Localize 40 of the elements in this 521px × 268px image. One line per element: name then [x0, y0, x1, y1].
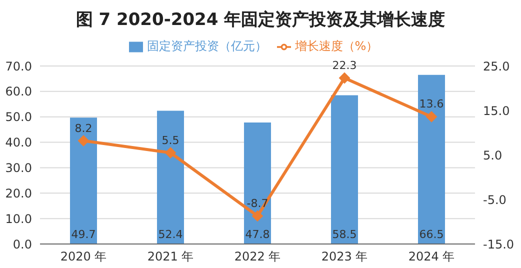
data-label: 13.6 [419, 98, 444, 111]
x-tick-label: 2023 年 [321, 250, 368, 264]
data-label: 22.3 [332, 59, 357, 72]
bar [70, 118, 97, 244]
x-tick-label: 2021 年 [147, 250, 194, 264]
data-label: 5.5 [162, 134, 180, 147]
bar [418, 74, 445, 244]
point [339, 72, 350, 84]
legend-label: 增长速度（%） [294, 39, 378, 53]
data-label: 8.2 [74, 122, 92, 135]
point [252, 210, 263, 222]
y2-tick-label: 25.0 [483, 59, 510, 74]
y-tick-label: 60.0 [5, 84, 32, 99]
y-tick-label: 20.0 [5, 186, 32, 200]
y-tick-label: 30.0 [5, 160, 32, 175]
y2-tick-label: 15.0 [483, 104, 510, 118]
y-tick-label: 50.0 [5, 110, 32, 124]
data-label: 49.7 [71, 228, 96, 241]
chart-title: 图 7 2020-2024 年固定资产投资及其增长速度 [74, 9, 446, 32]
data-label: 58.5 [332, 228, 357, 241]
y-tick-label: 10.0 [5, 212, 32, 226]
x-tick-label: 2024 年 [408, 250, 455, 264]
legend-label: 固定资产投资（亿元） [146, 39, 267, 53]
bar [244, 122, 271, 244]
data-label: 66.5 [419, 228, 444, 241]
data-label: 52.4 [158, 228, 183, 241]
y-tick-label: 0.0 [12, 237, 32, 252]
y2-tick-label: -15.0 [483, 237, 514, 252]
point [78, 135, 89, 146]
x-tick-label: 2020 年 [60, 250, 107, 264]
data-label: 47.8 [245, 228, 270, 241]
y-tick-label: 40.0 [5, 136, 32, 150]
y2-tick-label: 5.0 [483, 148, 502, 162]
bar [331, 95, 358, 244]
point [165, 147, 176, 158]
bar [157, 110, 184, 244]
y2-tick-label: -5.0 [483, 192, 506, 207]
x-tick-label: 2022 年 [234, 250, 281, 264]
point [426, 111, 437, 122]
y-tick-label: 70.0 [5, 59, 32, 74]
